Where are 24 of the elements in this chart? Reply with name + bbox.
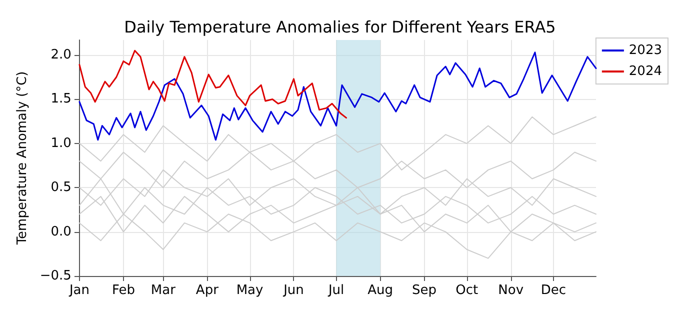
y-tick-label: −0.5 xyxy=(40,268,72,284)
y-tick-label: 0.5 xyxy=(50,180,72,196)
y-tick-label: 1.5 xyxy=(50,92,72,107)
legend-label: 2024 xyxy=(628,64,662,79)
x-tick-label: Jul xyxy=(327,283,344,298)
y-tick-label: 1.0 xyxy=(50,136,72,151)
x-tick-label: Jun xyxy=(282,283,304,298)
line-series xyxy=(78,50,347,119)
x-tick-label: Dec xyxy=(540,283,566,298)
x-tick-label: Feb xyxy=(112,283,135,298)
x-tick-label: Jan xyxy=(68,283,90,298)
x-tick-label: May xyxy=(236,283,264,298)
x-tick-label: Mar xyxy=(150,283,176,298)
legend-label: 2023 xyxy=(628,43,662,58)
x-tick-label: Aug xyxy=(368,283,393,298)
y-tick-label: 0.0 xyxy=(50,224,72,240)
chart-title: Daily Temperature Anomalies for Different Years ERA5 xyxy=(124,18,556,36)
x-tick-label: Oct xyxy=(456,283,478,298)
x-tick-label: Apr xyxy=(196,283,220,298)
y-axis-title: Temperature Anomaly (°C) xyxy=(15,71,30,246)
y-tick-label: 2.0 xyxy=(50,48,72,63)
line-series xyxy=(78,52,597,141)
x-tick-label: Nov xyxy=(498,283,524,298)
x-tick-label: Sep xyxy=(412,283,437,298)
